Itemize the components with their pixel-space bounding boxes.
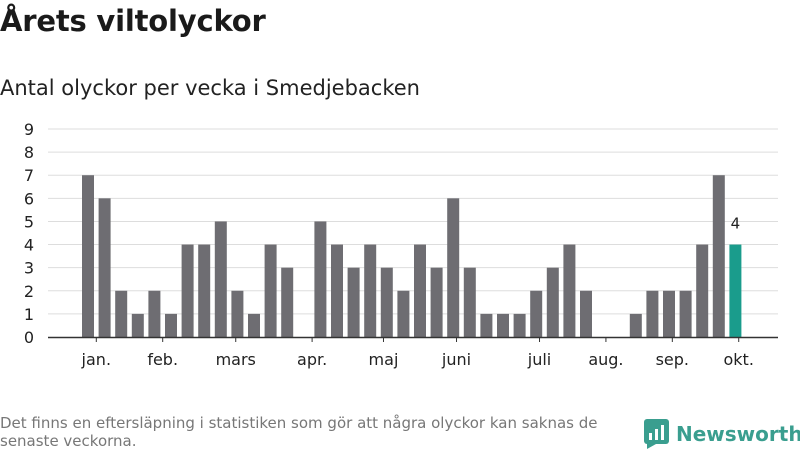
bar bbox=[679, 290, 692, 337]
bar bbox=[712, 175, 725, 337]
bar bbox=[98, 198, 111, 337]
bar bbox=[580, 290, 592, 337]
y-tick-label: 9 bbox=[24, 120, 34, 139]
x-tick-label: jan. bbox=[81, 350, 111, 369]
bar bbox=[82, 175, 94, 337]
bar bbox=[497, 313, 509, 337]
y-tick-label: 4 bbox=[24, 236, 34, 255]
y-tick-label: 2 bbox=[24, 282, 34, 301]
bar bbox=[463, 267, 476, 337]
y-tick-label: 0 bbox=[24, 328, 34, 347]
x-tick-label: sep. bbox=[656, 350, 689, 369]
x-tick-label: apr. bbox=[297, 350, 327, 369]
bar bbox=[165, 313, 177, 337]
x-tick-label: juni bbox=[441, 350, 471, 369]
y-tick-label: 3 bbox=[24, 259, 34, 278]
bar-chart-logo-icon bbox=[644, 419, 669, 449]
bar bbox=[331, 244, 343, 337]
brand-logo: Newsworthy bbox=[644, 419, 800, 449]
bar bbox=[364, 244, 377, 337]
bar bbox=[115, 290, 128, 337]
bar bbox=[397, 290, 410, 337]
chart-title: Årets viltolyckor bbox=[0, 4, 266, 38]
bar bbox=[264, 244, 277, 337]
footnote: Det finns en eftersläpning i statistiken… bbox=[0, 414, 598, 450]
y-tick-label: 1 bbox=[24, 305, 34, 324]
bar bbox=[530, 290, 543, 337]
bar bbox=[513, 313, 526, 337]
bar bbox=[480, 313, 493, 337]
bar bbox=[347, 267, 360, 337]
x-tick-label: okt. bbox=[724, 350, 754, 369]
x-tick-label: juli bbox=[527, 350, 551, 369]
bar bbox=[696, 244, 709, 337]
y-tick-label: 6 bbox=[24, 189, 34, 208]
bar bbox=[646, 290, 659, 337]
x-tick-label: mars bbox=[216, 350, 256, 369]
bar bbox=[148, 290, 161, 337]
bar bbox=[546, 267, 559, 337]
chart-subtitle: Antal olyckor per vecka i Smedjebacken bbox=[0, 76, 420, 100]
bar bbox=[430, 267, 443, 337]
bar bbox=[414, 244, 426, 337]
bar bbox=[380, 267, 393, 337]
bar bbox=[198, 244, 211, 337]
bar bbox=[447, 198, 460, 337]
bar bbox=[314, 221, 327, 337]
highlight-bar bbox=[729, 244, 742, 337]
bar-chart: 0 1 2 3 4 5 6 7 8 9 4 jan. feb. mars apr. maj juni juli au… bbox=[24, 120, 778, 369]
bar bbox=[248, 313, 260, 337]
bar bbox=[181, 244, 194, 337]
y-tick-label: 5 bbox=[24, 212, 34, 231]
brand-name: Newsworthy bbox=[676, 422, 800, 446]
bar bbox=[214, 221, 227, 337]
bar bbox=[281, 267, 294, 337]
bar bbox=[131, 313, 144, 337]
bar bbox=[629, 313, 642, 337]
bar bbox=[663, 290, 675, 337]
x-tick-label: feb. bbox=[147, 350, 178, 369]
bar bbox=[563, 244, 576, 337]
x-tick-label: maj bbox=[369, 350, 399, 369]
y-tick-label: 8 bbox=[24, 143, 34, 162]
data-label: 4 bbox=[731, 215, 741, 233]
bar bbox=[231, 290, 244, 337]
y-tick-label: 7 bbox=[24, 166, 34, 185]
x-tick-label: aug. bbox=[588, 350, 623, 369]
